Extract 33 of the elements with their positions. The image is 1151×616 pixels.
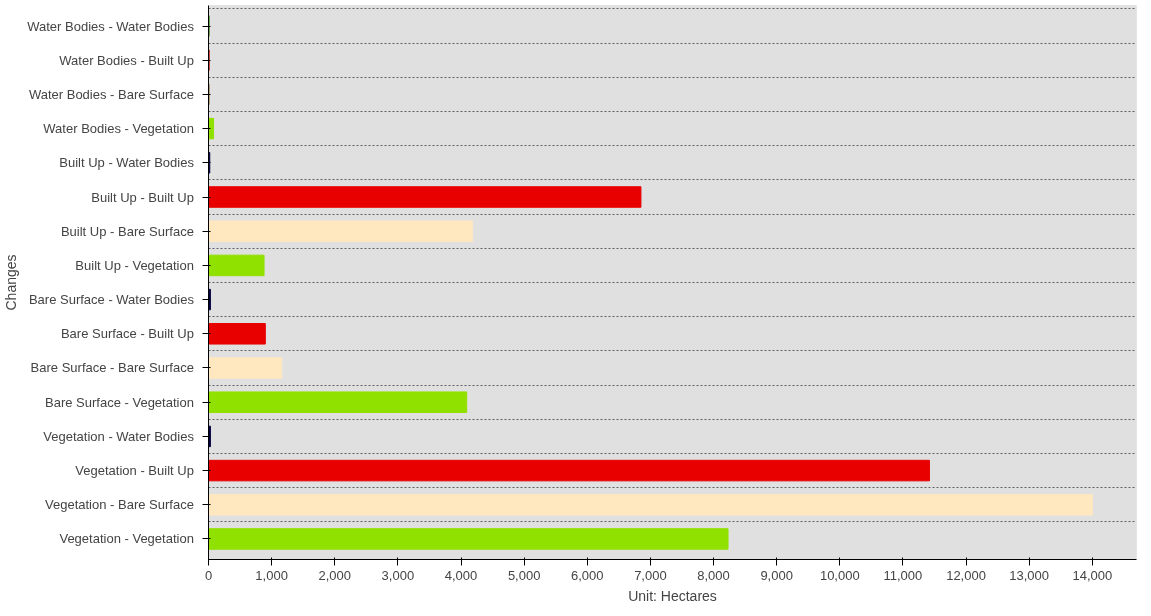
x-tick-label: 5,000 [507,567,541,583]
y-tick-label: Vegetation - Vegetation [59,531,194,547]
x-tick-label: 9,000 [760,567,793,583]
y-axis-title: Changes [3,254,20,311]
y-tick-label: Built Up - Water Bodies [59,155,195,171]
y-tick-label: Built Up - Bare Surface [60,223,194,239]
x-tick-label: 10,000 [819,567,860,583]
x-tick-label: 2,000 [318,567,352,583]
y-tick-label: Water Bodies - Built Up [59,52,194,68]
x-tick-label: 1,000 [255,567,288,583]
x-tick-label: 7,000 [634,567,667,583]
x-tick-label: 11,000 [883,567,923,583]
y-tick-label: Built Up - Built Up [91,189,194,205]
y-tick-label: Vegetation - Water Bodies [43,428,195,444]
x-axis-title: Unit: Hectares [628,587,717,604]
y-tick-label: Water Bodies - Bare Surface [28,86,194,102]
y-tick-label: Bare Surface - Water Bodies [28,292,195,308]
x-tick-label: 13,000 [1009,567,1050,583]
y-tick-label: Water Bodies - Vegetation [43,121,194,137]
y-tick-label: Water Bodies - Water Bodies [27,18,195,34]
x-tick-label: 8,000 [697,567,730,583]
x-tick-label: 6,000 [571,567,604,583]
y-tick-label: Bare Surface - Bare Surface [30,360,194,376]
x-tick-label: 4,000 [444,567,478,583]
y-tick-label: Built Up - Vegetation [75,257,194,273]
x-tick-label: 0 [204,567,213,583]
x-tick-label: 3,000 [381,567,415,583]
x-tick-label: 14,000 [1072,567,1113,583]
y-tick-label: Bare Surface - Built Up [60,326,194,342]
x-tick-label: 12,000 [946,567,986,583]
y-tick-label: Vegetation - Bare Surface [45,497,194,513]
y-tick-label: Bare Surface - Vegetation [45,394,194,410]
y-tick-label: Vegetation - Built Up [75,463,194,479]
